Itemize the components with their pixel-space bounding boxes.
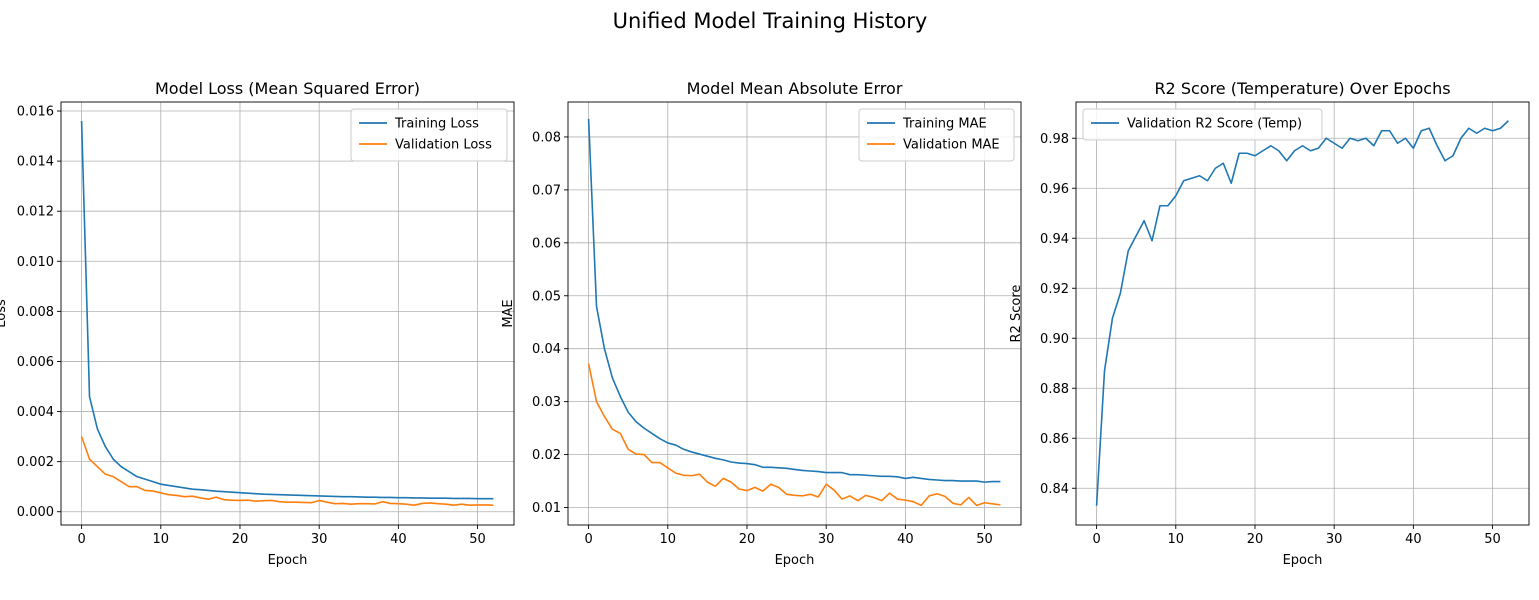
subplot-title: R2 Score (Temperature) Over Epochs [1154, 79, 1450, 98]
series-line-2 [80, 436, 494, 507]
subplot-title: Model Loss (Mean Squared Error) [155, 79, 420, 98]
y-tick-label: 0.84 [1040, 482, 1069, 497]
y-tick-label: 0.03 [532, 395, 561, 410]
y-tick-label: 0.02 [532, 448, 561, 463]
y-tick-label: 0.96 [1040, 182, 1069, 197]
y-tick-label: 0.016 [17, 105, 54, 120]
legend: Training Loss Validation Loss [350, 108, 508, 162]
y-tick-label: 0.98 [1040, 132, 1069, 147]
x-tick-label: 10 [1168, 532, 1185, 547]
y-tick-label: 0.90 [1040, 332, 1069, 347]
legend-box [1082, 108, 1323, 141]
legend-box [858, 108, 1015, 162]
y-axis-label: R2 Score [1009, 285, 1024, 343]
y-tick-label: 0.08 [532, 130, 561, 145]
legend: Validation R2 Score (Temp) [1082, 108, 1323, 141]
legend-label: Validation R2 Score (Temp) [1127, 117, 1302, 132]
subplot-title: Model Mean Absolute Error [687, 79, 903, 98]
y-axis-label: MAE [501, 299, 516, 327]
axes-frame [567, 101, 1022, 526]
y-tick-label: 0.05 [532, 289, 561, 304]
x-tick-label: 20 [1247, 532, 1264, 547]
y-tick-label: 0.008 [17, 305, 54, 320]
x-tick-label: 20 [232, 532, 249, 547]
x-axis-label: Epoch [268, 553, 308, 568]
legend-box [350, 108, 508, 162]
subplot-2: 0 10 20 30 40 50 0.01 0.02 0.03 0.04 0.05 0.06 0.07 0… [501, 79, 1022, 568]
legend: Training MAE Validation MAE [858, 108, 1015, 162]
x-tick-label: 10 [153, 532, 170, 547]
series-line-1 [80, 121, 494, 500]
y-tick-label: 0.94 [1040, 232, 1069, 247]
x-tick-label: 0 [77, 532, 85, 547]
y-tick-label: 0.000 [17, 505, 54, 520]
x-tick-label: 40 [897, 532, 914, 547]
y-tick-label: 0.002 [17, 455, 54, 470]
figure-title: Unified Model Training History [613, 9, 928, 33]
y-axis-label: Loss [0, 299, 9, 328]
x-tick-label: 30 [818, 532, 835, 547]
x-axis-label: Epoch [1283, 553, 1323, 568]
legend-label: Validation Loss [395, 138, 492, 153]
series-line-1 [1095, 120, 1509, 506]
y-tick-label: 0.07 [532, 183, 561, 198]
subplot-1: 0 10 20 30 40 50 0.000 0.002 0.004 0.006 0.008 0.01… [0, 79, 515, 568]
y-tick-label: 0.006 [17, 355, 54, 370]
y-tick-label: 0.92 [1040, 282, 1069, 297]
subplot-3: 0 10 20 30 40 50 0.84 0.86 0.88 0.90 0.92 0.94 0.96 0… [1009, 79, 1530, 568]
x-tick-label: 30 [1326, 532, 1343, 547]
x-tick-label: 40 [390, 532, 407, 547]
x-tick-label: 10 [660, 532, 677, 547]
series-line-1 [587, 118, 1001, 483]
y-tick-label: 0.01 [532, 501, 561, 516]
series-line-2 [587, 363, 1001, 507]
axes-frame [1075, 101, 1530, 526]
x-tick-label: 50 [1484, 532, 1501, 547]
x-tick-label: 0 [584, 532, 592, 547]
legend-label: Training MAE [902, 117, 987, 132]
legend-label: Validation MAE [903, 138, 1000, 153]
legend-label: Training Loss [394, 117, 479, 132]
x-tick-label: 0 [1092, 532, 1100, 547]
y-tick-label: 0.04 [532, 342, 561, 357]
x-tick-label: 50 [469, 532, 486, 547]
x-tick-label: 50 [976, 532, 993, 547]
x-tick-label: 30 [311, 532, 328, 547]
x-axis-label: Epoch [775, 553, 815, 568]
y-tick-label: 0.004 [17, 405, 54, 420]
axes-frame [60, 101, 515, 526]
y-tick-label: 0.06 [532, 236, 561, 251]
y-tick-label: 0.86 [1040, 432, 1069, 447]
x-tick-label: 20 [739, 532, 756, 547]
y-tick-label: 0.88 [1040, 382, 1069, 397]
y-tick-label: 0.014 [17, 155, 54, 170]
y-tick-label: 0.012 [17, 205, 54, 220]
x-tick-label: 40 [1405, 532, 1422, 547]
y-tick-label: 0.010 [17, 255, 54, 270]
